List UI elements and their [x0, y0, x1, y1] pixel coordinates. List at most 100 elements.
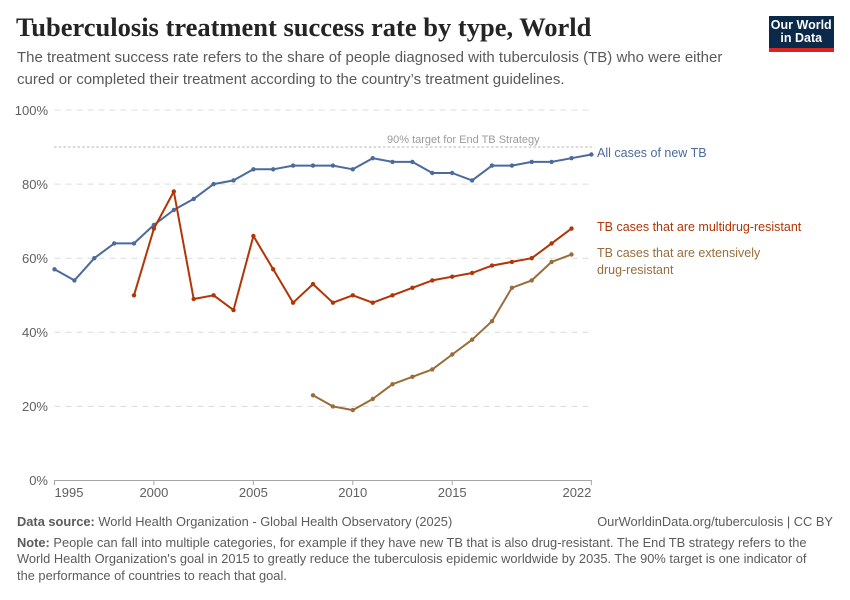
data-source-label: Data source: — [17, 514, 95, 529]
data-point-1-2011 — [370, 300, 375, 305]
data-point-0-2018 — [509, 163, 515, 168]
data-point-1-2019 — [529, 256, 534, 261]
data-source: Data source: World Health Organization -… — [17, 514, 452, 529]
data-point-2-2021 — [569, 252, 574, 257]
data-point-1-2017 — [489, 263, 495, 268]
y-tick-label-100: 100% — [14, 102, 48, 118]
chart-subtitle: The treatment success rate refers to the… — [17, 47, 722, 91]
data-point-1-2013 — [410, 285, 415, 290]
data-point-1-2016 — [469, 270, 475, 276]
y-tick-label-40: 40% — [21, 324, 48, 340]
data-point-1-2006 — [271, 267, 276, 272]
series-label-all-cases-of-new-tb[interactable]: All cases of new TB — [597, 145, 707, 160]
data-point-0-2012 — [390, 159, 395, 165]
data-point-0-1995 — [52, 267, 57, 272]
series-label-multidrug-resistant[interactable]: TB cases that are multidrug-resistant — [597, 220, 802, 235]
owid-link[interactable]: OurWorldinData.org/tuberculosis | CC BY — [597, 514, 833, 529]
data-point-2-2010 — [350, 407, 355, 413]
data-point-1-2021 — [569, 226, 574, 231]
data-point-0-2011 — [370, 156, 375, 161]
data-point-0-2013 — [410, 159, 415, 165]
data-point-2-2009 — [330, 404, 336, 409]
note-line-1: People can fall into multiple categories… — [49, 534, 807, 550]
data-point-0-2014 — [430, 170, 435, 176]
chart-title: Tuberculosis treatment success rate by t… — [16, 11, 592, 42]
x-tick-label-2005: 2005 — [238, 485, 268, 501]
xdr-label-line-1: TB cases that are extensively — [597, 245, 761, 260]
data-point-0-2022 — [589, 152, 594, 157]
data-point-0-2002 — [191, 196, 196, 202]
logo-line1: Our World — [770, 17, 832, 32]
logo-line2: in Data — [780, 31, 823, 45]
data-point-0-1997 — [92, 256, 97, 261]
data-point-2-2013 — [410, 374, 415, 379]
x-tick-label-2000: 2000 — [139, 485, 169, 501]
data-point-1-2010 — [350, 293, 355, 298]
data-point-0-2009 — [330, 163, 336, 168]
data-point-2-2011 — [370, 396, 375, 402]
series-line-1[interactable] — [133, 190, 573, 312]
data-point-2-2014 — [430, 367, 435, 372]
data-point-1-1999 — [131, 293, 137, 298]
x-tick-label-2022: 2022 — [562, 485, 592, 501]
data-point-2-2020 — [549, 259, 554, 265]
series-line-2[interactable] — [312, 253, 573, 412]
chart-footer: Data source: World Health Organization -… — [17, 514, 833, 584]
data-point-0-2020 — [549, 159, 554, 165]
data-point-1-2018 — [509, 259, 515, 265]
data-point-2-2019 — [529, 278, 534, 283]
target-line-label: 90% target for End TB Strategy — [387, 133, 540, 146]
data-point-0-2005 — [251, 167, 256, 172]
x-tick-label-1995: 1995 — [54, 485, 84, 501]
subtitle-line-1: The treatment success rate refers to the… — [17, 48, 723, 66]
data-point-1-2015 — [450, 274, 455, 279]
data-point-1-2000 — [151, 226, 157, 231]
subtitle-line-2: cured or completed their treatment accor… — [17, 70, 565, 88]
data-point-0-2006 — [271, 167, 276, 172]
data-point-2-2018 — [509, 285, 515, 290]
y-tick-label-0: 0% — [29, 473, 48, 488]
data-point-1-2012 — [390, 293, 395, 298]
data-point-0-2010 — [350, 167, 355, 172]
data-source-text: World Health Organization - Global Healt… — [94, 514, 453, 529]
series-label-extensively-drug-resistant[interactable]: TB cases that are extensively drug-resis… — [597, 245, 760, 280]
data-point-0-2019 — [529, 159, 534, 165]
note-label: Note: — [17, 534, 50, 550]
y-tick-label-20: 20% — [21, 398, 48, 414]
data-point-2-2015 — [450, 352, 455, 357]
data-point-2-2016 — [469, 337, 475, 342]
data-point-2-2017 — [489, 319, 495, 324]
data-point-2-2012 — [390, 382, 395, 387]
owid-logo[interactable]: Our World in Data — [769, 16, 834, 52]
data-point-1-2005 — [251, 233, 256, 239]
x-tick-label-2015: 2015 — [437, 485, 467, 501]
data-point-1-2004 — [231, 307, 236, 313]
data-point-1-2002 — [191, 296, 196, 302]
data-point-0-2021 — [569, 156, 574, 161]
data-point-1-2009 — [330, 300, 336, 305]
data-point-0-2017 — [489, 163, 495, 168]
y-tick-label-60: 60% — [21, 250, 48, 266]
data-point-1-2003 — [211, 293, 216, 298]
note-line-2: World Health Organization's goal in 2015… — [17, 551, 807, 567]
data-point-0-2001 — [171, 207, 176, 213]
data-point-0-1996 — [72, 278, 77, 283]
y-tick-label-80: 80% — [21, 176, 48, 192]
note-line-3: the performance of countries to reach th… — [17, 567, 287, 583]
series-line-0[interactable] — [53, 153, 593, 282]
data-point-1-2007 — [290, 300, 296, 305]
data-point-0-2008 — [310, 163, 316, 168]
data-point-0-2007 — [290, 163, 296, 168]
xdr-label-line-2: drug-resistant — [597, 263, 674, 278]
data-point-1-2014 — [430, 278, 435, 283]
data-point-0-2004 — [231, 178, 236, 183]
data-point-0-2016 — [469, 178, 475, 183]
data-point-0-1999 — [131, 241, 137, 246]
chart-note: Note: People can fall into multiple cate… — [17, 535, 833, 585]
data-point-1-2008 — [310, 281, 316, 287]
data-point-1-2001 — [171, 189, 176, 194]
data-point-2-2008 — [310, 393, 316, 398]
data-point-0-1998 — [112, 241, 117, 246]
